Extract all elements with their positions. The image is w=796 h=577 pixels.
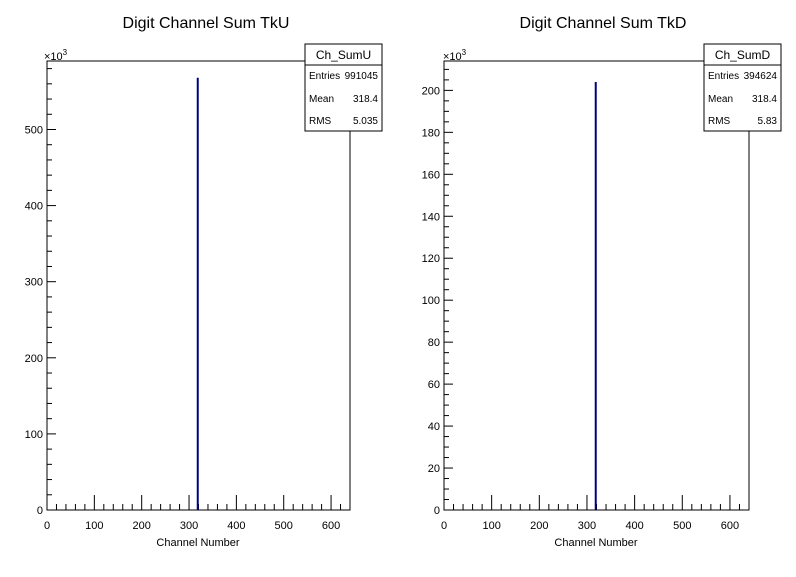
- stats-rms-label: RMS: [309, 116, 332, 127]
- x-axis-label: Channel Number: [156, 537, 239, 549]
- stats-rms-label: RMS: [708, 116, 731, 127]
- x-tick-label: 300: [578, 520, 596, 532]
- stats-box-frame: [703, 43, 782, 132]
- y-multiplier-exponent: 3: [462, 48, 467, 57]
- x-tick-label: 300: [180, 520, 198, 532]
- x-tick-label: 600: [322, 520, 340, 532]
- y-tick-label: 100: [422, 295, 440, 307]
- x-tick-label: 500: [275, 520, 293, 532]
- stats-rms-value: 5.035: [353, 116, 378, 127]
- stats-box-name: Ch_SumU: [316, 48, 371, 62]
- x-tick-label: 100: [85, 520, 103, 532]
- stats-mean-label: Mean: [309, 94, 334, 105]
- stats-entries-label: Entries: [309, 71, 340, 82]
- stats-mean-label: Mean: [708, 94, 733, 105]
- y-tick-label: 120: [422, 253, 440, 265]
- y-tick-label: 0: [434, 505, 440, 517]
- stats-mean-value: 318.4: [353, 94, 378, 105]
- y-tick-label: 200: [422, 85, 440, 97]
- y-multiplier-label: ×103: [44, 48, 68, 63]
- x-tick-label: 400: [227, 520, 245, 532]
- x-tick-label: 0: [44, 520, 50, 532]
- y-tick-label: 400: [25, 201, 43, 213]
- histogram-panel-tku: Digit Channel Sum TkU 0 100 200 300 400 500 60…: [25, 15, 383, 549]
- stats-box: Ch_SumU Entries 991045 Mean 318.4 RMS 5.…: [304, 43, 383, 132]
- y-tick-label: 140: [422, 211, 440, 223]
- y-tick-label: 100: [25, 429, 43, 441]
- x-tick-label: 100: [482, 520, 500, 532]
- chart-title: Digit Channel Sum TkD: [520, 15, 687, 32]
- chart-title: Digit Channel Sum TkU: [123, 15, 290, 32]
- y-multiplier-label: ×103: [443, 48, 467, 63]
- y-tick-label: 0: [37, 505, 43, 517]
- y-axis: 0 20 40 60 80 100 120 140 160 180 200: [422, 68, 453, 517]
- y-tick-label: 500: [25, 124, 43, 136]
- stats-mean-value: 318.4: [752, 94, 777, 105]
- y-multiplier-exponent: 3: [63, 48, 68, 57]
- x-axis-label: Channel Number: [554, 537, 637, 549]
- x-axis: 0 100 200 300 400 500 600: [44, 495, 351, 532]
- y-tick-label: 180: [422, 127, 440, 139]
- x-tick-label: 400: [625, 520, 643, 532]
- stats-box-frame: [304, 43, 383, 132]
- y-tick-label: 60: [428, 379, 440, 391]
- stats-entries-value: 394624: [744, 71, 778, 82]
- y-tick-label: 40: [428, 421, 440, 433]
- y-tick-label: 20: [428, 463, 440, 475]
- stats-box-name: Ch_SumD: [715, 48, 771, 62]
- stats-entries-label: Entries: [708, 71, 739, 82]
- stats-rms-value: 5.83: [758, 116, 778, 127]
- x-tick-label: 200: [530, 520, 548, 532]
- x-tick-label: 0: [441, 520, 447, 532]
- y-tick-label: 160: [422, 169, 440, 181]
- x-tick-label: 500: [673, 520, 691, 532]
- x-tick-label: 200: [133, 520, 151, 532]
- stats-box: Ch_SumD Entries 394624 Mean 318.4 RMS 5.…: [703, 43, 782, 132]
- y-tick-label: 80: [428, 337, 440, 349]
- x-axis: 0 100 200 300 400 500 600: [441, 495, 750, 532]
- y-tick-label: 300: [25, 277, 43, 289]
- y-axis: 0 100 200 300 400 500: [25, 68, 56, 517]
- y-tick-label: 200: [25, 353, 43, 365]
- histogram-panel-tkd: Digit Channel Sum TkD 0 100 200 300 400 500 60…: [422, 15, 782, 549]
- stats-entries-value: 991045: [345, 71, 379, 82]
- x-tick-label: 600: [721, 520, 739, 532]
